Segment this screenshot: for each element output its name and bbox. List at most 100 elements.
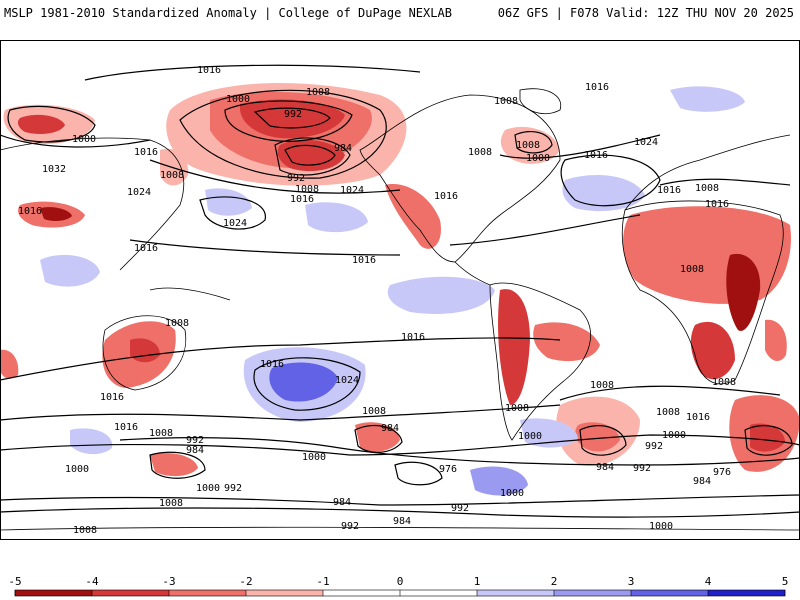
isobar-label: 1000 (518, 431, 542, 442)
coast-africa (621, 200, 784, 385)
colorbar-strip (14, 589, 786, 597)
anomaly-south-indian-core (750, 423, 785, 452)
colorbar-tick-label: 4 (705, 575, 712, 588)
anomaly-siberia-low-core (17, 114, 66, 134)
anomaly-south-pacific (355, 422, 400, 452)
coast-central-america (454, 261, 491, 286)
isobar-label: 1008 (712, 377, 736, 388)
isobar-label: 1008 (362, 406, 386, 417)
isobar-1016-tropical-north (129, 239, 401, 256)
isobar-1016-south-atlantic (559, 385, 781, 401)
isobar-label: 984 (596, 462, 614, 473)
colorbar-band (554, 590, 631, 596)
isobar-label: 1008 (468, 147, 492, 158)
isobar-label: 1008 (159, 498, 183, 509)
isobar-label: 1016 (686, 412, 710, 423)
isobar-label: 1008 (494, 96, 518, 107)
isobar-label: 1016 (290, 194, 314, 205)
isobar-1024-atlantic (560, 154, 661, 207)
isobar-label: 1008 (165, 318, 189, 329)
anomaly-tropical-pacific (387, 276, 495, 314)
coast-indonesia (149, 287, 231, 301)
isobar-label: 1016 (18, 206, 42, 217)
isobar-label: 1000 (302, 452, 326, 463)
coast-greenland (519, 88, 562, 114)
isobar-984-southern-west (149, 451, 206, 479)
isobar-label: 1032 (42, 164, 66, 175)
colorbar-band (169, 590, 246, 596)
colorbar-tick-labels: -5 -4 -3 -2 -1 0 1 2 3 4 5 (8, 575, 788, 588)
anomaly-south-atlantic-2 (575, 422, 620, 452)
isobar-label: 1008 (149, 428, 173, 439)
colorbar-tick-label: 0 (397, 575, 404, 588)
isobar-1024-south-pacific (253, 357, 361, 411)
anomaly-north-pacific-1 (205, 188, 252, 216)
isobar-contours (0, 64, 800, 518)
isobar-label: 1024 (335, 375, 359, 386)
isobar-label: 992 (224, 483, 242, 494)
isobar-984-bering (284, 144, 336, 166)
isobar-label: 1000 (649, 521, 673, 532)
isobar-1000-north-atlantic (514, 131, 553, 154)
isobar-label: 1008 (295, 184, 319, 195)
anomaly-colorbar: -5 -4 -3 -2 -1 0 1 2 3 4 5 (8, 575, 788, 597)
isobar-label: 1000 (65, 464, 89, 475)
colorbar-tick-label: 1 (474, 575, 481, 588)
colorbar-tick-label: 3 (628, 575, 635, 588)
anomaly-drake (520, 418, 578, 448)
isobar-label: 1008 (590, 380, 614, 391)
isobar-label: 1008 (505, 403, 529, 414)
isobar-label: 1016 (657, 185, 681, 196)
isobar-1008-antarctic (0, 507, 800, 518)
isobar-label: 984 (393, 516, 411, 527)
isobar-label: 976 (713, 467, 731, 478)
isobar-label: 1008 (680, 264, 704, 275)
model-run-info: 06Z GFS | F078 Valid: 12Z THU NOV 20 202… (497, 6, 794, 20)
colorbar-tick-label: 5 (782, 575, 789, 588)
map-title: MSLP 1981-2010 Standardized Anomaly | Co… (4, 6, 452, 20)
colorbar-band (92, 590, 169, 596)
isobar-1016-south-tropical (0, 337, 561, 381)
isobar-labels: 1016 1008 1000 992 1008 1000 984 992 100… (18, 65, 736, 536)
anomaly-southern-ocean (150, 453, 198, 477)
anomaly-north-pacific-2 (305, 202, 368, 233)
isobar-1024-north-pacific (199, 196, 266, 230)
anomaly-south-pacific-high-core (269, 362, 338, 402)
anomaly-southern-ocean-1 (70, 428, 113, 455)
negative-anomaly-shading (0, 83, 800, 477)
isobar-label: 1008 (160, 170, 184, 181)
colorbar-band (15, 590, 92, 596)
isobar-label: 1016 (584, 150, 608, 161)
isobar-label: 992 (284, 109, 302, 120)
coast-asia (0, 137, 185, 271)
anomaly-atlantic-high (562, 175, 645, 212)
isobar-label: 984 (334, 143, 352, 154)
isobar-label: 992 (287, 173, 305, 184)
colorbar-tick-label: -1 (316, 575, 329, 588)
isobar-label: 1016 (114, 422, 138, 433)
anomaly-east-asia (160, 148, 189, 186)
isobar-label: 984 (186, 445, 204, 456)
isobar-label: 1008 (306, 87, 330, 98)
isobar-label: 1000 (500, 488, 524, 499)
colorbar-tick-label: -2 (239, 575, 252, 588)
isobar-label: 1008 (695, 183, 719, 194)
isobar-label: 1016 (705, 199, 729, 210)
isobar-label: 1000 (72, 134, 96, 145)
isobar-label: 1016 (401, 332, 425, 343)
isobar-label: 1016 (585, 82, 609, 93)
isobar-1000-aleutian (224, 100, 353, 142)
isobar-label: 1024 (223, 218, 247, 229)
anomaly-brazil (533, 322, 600, 362)
isobar-label: 1000 (196, 483, 220, 494)
isobar-label: 1016 (260, 359, 284, 370)
anomaly-tibet-core (40, 207, 72, 221)
anomaly-mexico (385, 184, 441, 249)
isobar-1000-antarctic (0, 494, 800, 506)
isobar-label: 1024 (634, 137, 658, 148)
isobar-1008-south (0, 404, 561, 421)
isobar-label: 1016 (197, 65, 221, 76)
anomaly-indian-ocean (40, 254, 100, 287)
colorbar-band (477, 590, 554, 596)
isobar-label: 1016 (434, 191, 458, 202)
